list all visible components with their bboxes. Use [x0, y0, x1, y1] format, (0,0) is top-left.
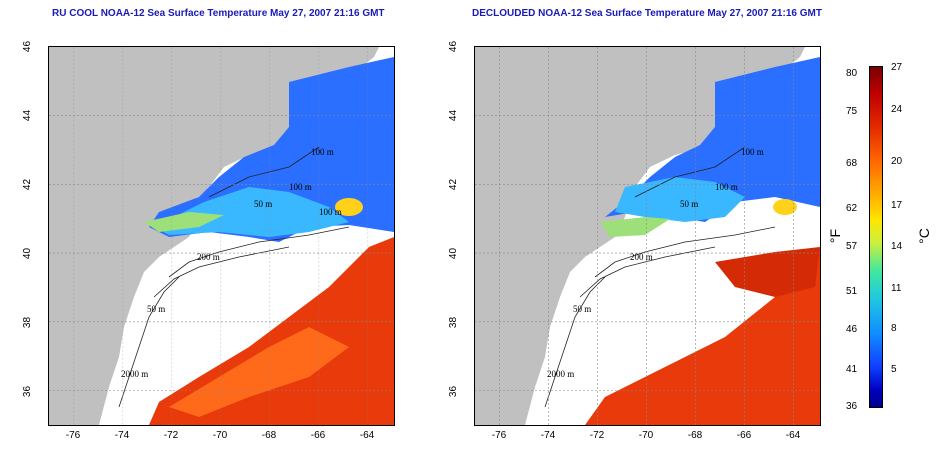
- fahrenheit-tick: 36: [846, 401, 858, 412]
- contour-label: 2000 m: [121, 369, 148, 379]
- fahrenheit-tick: 80: [846, 68, 858, 79]
- x-tick-label: -68: [261, 430, 277, 441]
- x-tick-label: -70: [212, 430, 228, 441]
- contour-label: 50 m: [680, 199, 698, 209]
- contour-label: 2000 m: [547, 369, 574, 379]
- x-tick-label: -74: [540, 430, 556, 441]
- celsius-tick: 24: [891, 104, 903, 115]
- land-mass: [475, 47, 805, 425]
- cool-water-light: [615, 177, 745, 222]
- temperature-colorbar: [869, 66, 883, 408]
- x-tick-label: -76: [65, 430, 81, 441]
- celsius-tick: 14: [891, 241, 903, 252]
- contour-label: 100 m: [311, 147, 334, 157]
- y-tick-label: 46: [22, 40, 34, 53]
- y-tick-label: 36: [22, 385, 34, 398]
- x-tick-label: -76: [491, 430, 507, 441]
- y-tick-label: 44: [448, 109, 460, 122]
- x-tick-label: -64: [785, 430, 801, 441]
- y-tick-label: 44: [22, 109, 34, 122]
- fahrenheit-unit-label: °F: [827, 228, 844, 244]
- x-tick-label: -68: [687, 430, 703, 441]
- x-tick-label: -66: [736, 430, 752, 441]
- contour-label: 200 m: [197, 252, 220, 262]
- y-tick-label: 36: [448, 385, 460, 398]
- contour-label: 50 m: [147, 304, 165, 314]
- celsius-unit-label: °C: [915, 228, 932, 244]
- right-map-title: DECLOUDED NOAA-12 Sea Surface Temperatur…: [472, 8, 822, 19]
- warm-water-north: [715, 247, 820, 297]
- y-tick-label: 46: [448, 40, 460, 53]
- contour-label: 50 m: [573, 304, 591, 314]
- x-tick-label: -66: [310, 430, 326, 441]
- celsius-tick: 8: [891, 323, 897, 334]
- y-tick-label: 38: [448, 316, 460, 329]
- celsius-tick: 5: [891, 364, 897, 375]
- y-tick-label: 38: [22, 316, 34, 329]
- fahrenheit-tick: 46: [846, 324, 858, 335]
- celsius-tick: 17: [891, 200, 903, 211]
- x-tick-label: -72: [163, 430, 179, 441]
- y-tick-label: 40: [448, 247, 460, 260]
- contour-label: 100 m: [741, 147, 764, 157]
- green-band: [600, 217, 670, 237]
- celsius-tick: 20: [891, 156, 903, 167]
- contour-label: 50 m: [254, 199, 272, 209]
- contour-label: 100 m: [289, 182, 312, 192]
- x-tick-label: -72: [589, 430, 605, 441]
- fahrenheit-tick: 68: [846, 158, 858, 169]
- contour-label: 200 m: [630, 252, 653, 262]
- left-map-title: RU COOL NOAA-12 Sea Surface Temperature …: [52, 8, 385, 19]
- contour-label: 100 m: [715, 182, 738, 192]
- warm-water: [585, 247, 820, 425]
- celsius-tick: 11: [891, 283, 902, 294]
- x-tick-label: -74: [114, 430, 130, 441]
- x-tick-label: -64: [359, 430, 375, 441]
- y-tick-label: 42: [22, 178, 34, 191]
- fahrenheit-tick: 75: [846, 106, 858, 117]
- left-map-canvas: 100 m 100 m 100 m 50 m 200 m 50 m 2000 m: [49, 47, 394, 425]
- x-tick-label: -70: [638, 430, 654, 441]
- y-tick-label: 42: [448, 178, 460, 191]
- y-tick-label: 40: [22, 247, 34, 260]
- contour-label: 100 m: [319, 207, 342, 217]
- fahrenheit-tick: 62: [846, 203, 858, 214]
- left-sst-map: 100 m 100 m 100 m 50 m 200 m 50 m 2000 m: [48, 46, 395, 426]
- celsius-tick: 27: [891, 62, 903, 73]
- right-sst-map: 100 m 100 m 50 m 200 m 50 m 2000 m: [474, 46, 821, 426]
- right-map-canvas: 100 m 100 m 50 m 200 m 50 m 2000 m: [475, 47, 820, 425]
- warm-eddy: [773, 199, 797, 215]
- fahrenheit-tick: 51: [846, 286, 858, 297]
- fahrenheit-tick: 57: [846, 241, 858, 252]
- fahrenheit-tick: 41: [846, 364, 858, 375]
